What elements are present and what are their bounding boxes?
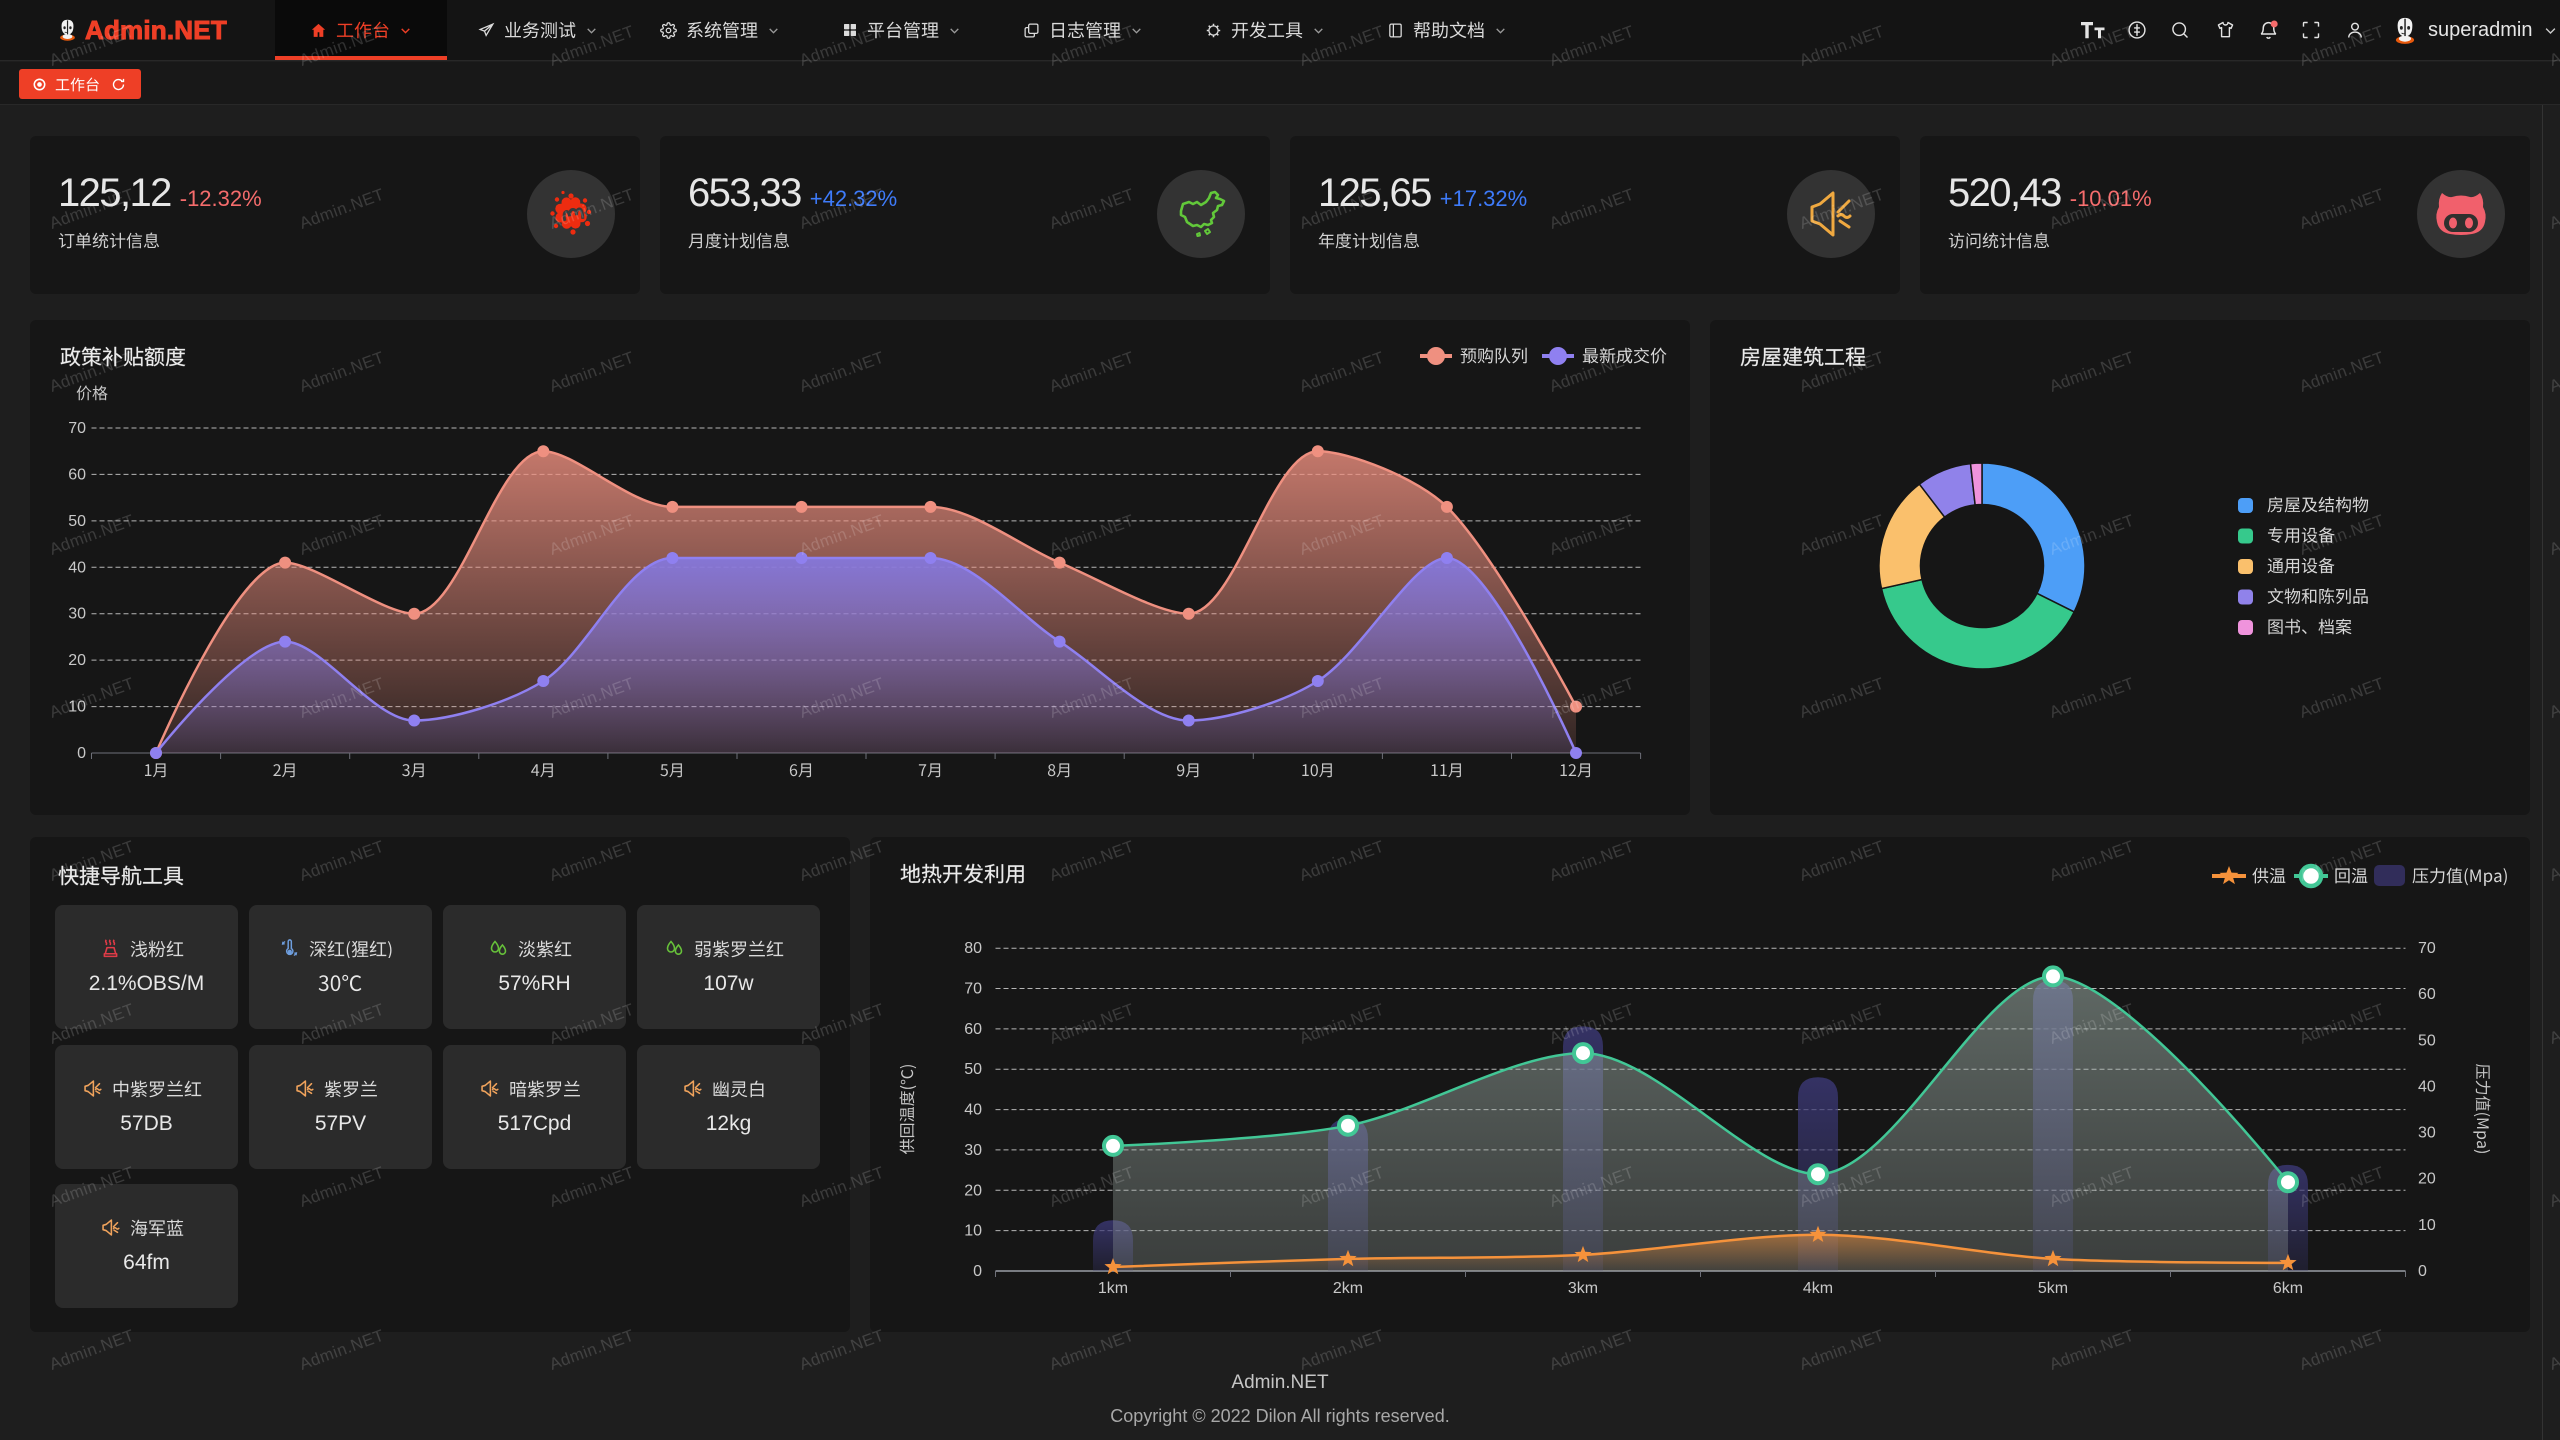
svg-text:20: 20 — [964, 1182, 982, 1199]
svg-text:40: 40 — [2418, 1078, 2436, 1095]
svg-text:60: 60 — [964, 1021, 982, 1038]
svg-text:1km: 1km — [1098, 1280, 1128, 1297]
svg-text:2km: 2km — [1333, 1280, 1363, 1297]
svg-text:30: 30 — [964, 1142, 982, 1159]
svg-text:6km: 6km — [2273, 1280, 2303, 1297]
svg-text:20: 20 — [68, 652, 86, 669]
svg-text:0: 0 — [2418, 1263, 2427, 1280]
svg-text:10: 10 — [2418, 1217, 2436, 1234]
svg-text:60: 60 — [68, 466, 86, 483]
svg-text:30: 30 — [68, 606, 86, 623]
svg-text:70: 70 — [964, 981, 982, 998]
svg-text:70: 70 — [2418, 940, 2436, 957]
svg-text:10: 10 — [68, 699, 86, 716]
svg-text:50: 50 — [2418, 1032, 2436, 1049]
svg-text:10: 10 — [964, 1223, 982, 1240]
svg-text:50: 50 — [68, 513, 86, 530]
svg-text:20: 20 — [2418, 1171, 2436, 1188]
svg-text:80: 80 — [964, 940, 982, 957]
svg-text:40: 40 — [964, 1102, 982, 1119]
svg-text:70: 70 — [68, 420, 86, 437]
svg-text:4km: 4km — [1803, 1280, 1833, 1297]
svg-text:30: 30 — [2418, 1125, 2436, 1142]
svg-text:0: 0 — [973, 1263, 982, 1280]
svg-text:50: 50 — [964, 1061, 982, 1078]
svg-text:5km: 5km — [2038, 1280, 2068, 1297]
svg-text:3km: 3km — [1568, 1280, 1598, 1297]
svg-text:40: 40 — [68, 559, 86, 576]
svg-text:60: 60 — [2418, 986, 2436, 1003]
svg-text:0: 0 — [77, 745, 86, 762]
